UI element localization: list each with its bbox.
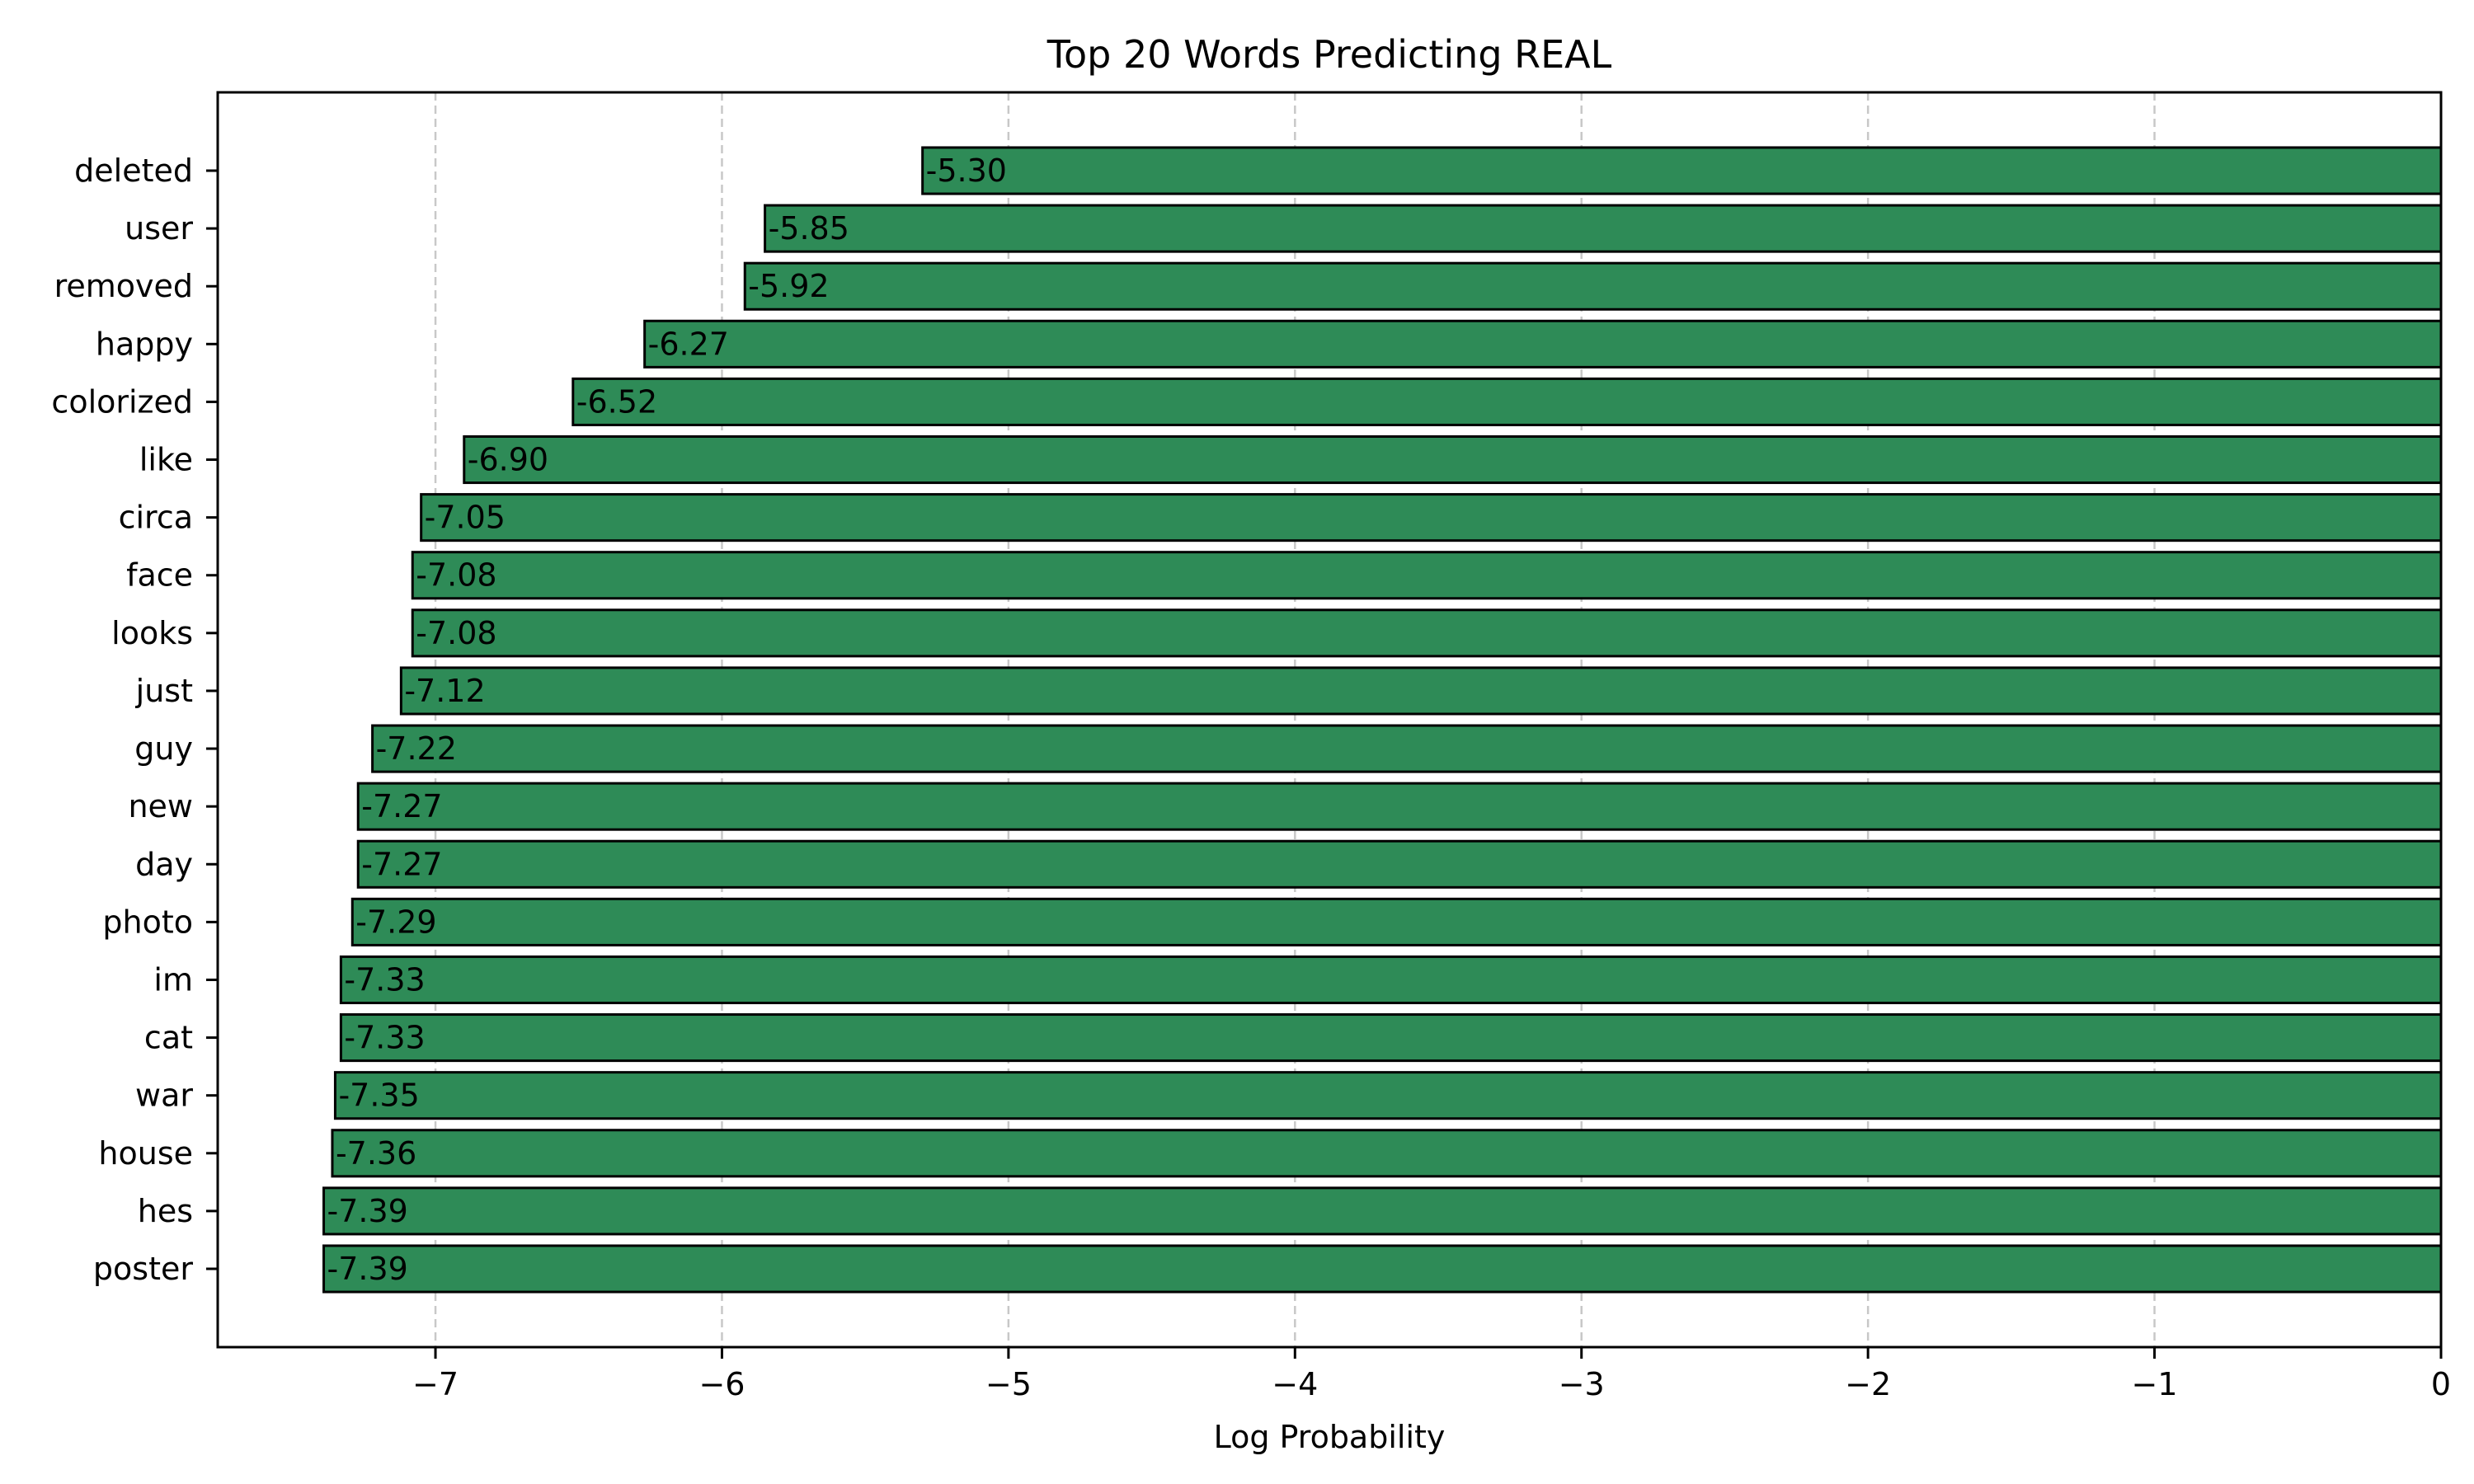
- y-tick-label: removed: [54, 268, 193, 304]
- bar-im: [339, 955, 2443, 1005]
- bar-like: [463, 434, 2443, 485]
- y-tick-label: poster: [93, 1251, 193, 1287]
- x-tick-label: −1: [2132, 1366, 2178, 1402]
- y-tick-label: face: [126, 557, 193, 594]
- y-tick-label: looks: [111, 615, 193, 651]
- bar-deleted: [921, 146, 2443, 195]
- y-tick-label: hes: [138, 1193, 193, 1229]
- bar-looks: [411, 608, 2443, 658]
- bar-value-label: -5.30: [926, 153, 1007, 189]
- x-axis-ticks: −7 −6 −5 −4 −3 −2 −1 0: [412, 1347, 2451, 1402]
- bar-value-label: -7.12: [404, 673, 485, 709]
- y-tick-label: war: [135, 1078, 193, 1114]
- bar-value-label: -5.85: [769, 210, 849, 247]
- y-tick-label: colorized: [51, 383, 193, 420]
- bar-value-label: -7.35: [338, 1078, 419, 1114]
- bar-value-label: -6.52: [576, 383, 657, 420]
- bar-value-label: -7.05: [425, 500, 506, 536]
- x-tick-label: −3: [1559, 1366, 1605, 1402]
- bar-value-label: -7.27: [361, 846, 442, 882]
- bar-value-label: -7.33: [344, 961, 425, 998]
- bars: [322, 146, 2443, 1294]
- bar-guy: [371, 724, 2443, 773]
- y-tick-label: just: [135, 673, 193, 709]
- x-tick-label: −7: [412, 1366, 459, 1402]
- bar-house: [331, 1129, 2443, 1178]
- bar-war: [333, 1071, 2443, 1120]
- chart-title: Top 20 Words Predicting REAL: [1047, 32, 1612, 77]
- bar-face: [411, 551, 2443, 600]
- y-tick-label: deleted: [74, 153, 193, 189]
- bar-value-label: -7.08: [416, 615, 496, 651]
- bar-photo: [350, 897, 2443, 946]
- y-tick-label: circa: [119, 500, 193, 536]
- bar-colorized: [571, 377, 2443, 426]
- x-tick-label: −5: [985, 1366, 1032, 1402]
- plot-frame: [216, 91, 2443, 1349]
- bar-new: [356, 782, 2443, 831]
- bar-user: [764, 204, 2443, 253]
- y-tick-label: house: [98, 1135, 193, 1172]
- bar-value-label: -7.39: [327, 1193, 408, 1229]
- bar-value-label: -6.27: [648, 326, 729, 362]
- x-tick-label: −2: [1845, 1366, 1891, 1402]
- bar-hes: [322, 1186, 2443, 1236]
- x-tick-label: −6: [698, 1366, 745, 1402]
- y-tick-label: im: [153, 961, 193, 998]
- x-axis-label: Log Probability: [1214, 1419, 1446, 1455]
- bar-value-label: -7.27: [361, 788, 442, 824]
- y-tick-label: happy: [96, 326, 193, 362]
- bar-day: [356, 839, 2443, 889]
- y-tick-label: user: [125, 210, 193, 247]
- bar-poster: [322, 1244, 2443, 1294]
- y-tick-label: like: [139, 442, 193, 478]
- bar-value-label: -7.39: [327, 1251, 408, 1287]
- bar-value-label: -7.08: [416, 557, 496, 594]
- bar-value-label: -7.29: [355, 904, 436, 940]
- bar-value-label: -7.33: [344, 1020, 425, 1056]
- bar-happy: [643, 319, 2443, 369]
- y-tick-label: day: [135, 846, 193, 882]
- bar-value-label: -7.36: [336, 1135, 416, 1172]
- bar-removed: [743, 261, 2443, 311]
- bar-just: [399, 666, 2443, 716]
- bar-cat: [339, 1013, 2443, 1063]
- x-tick-label: −4: [1272, 1366, 1318, 1402]
- bar-value-label: -6.90: [468, 442, 548, 478]
- y-tick-label: photo: [102, 904, 193, 940]
- y-tick-label: new: [128, 788, 193, 824]
- bar-value-label: -7.22: [376, 730, 457, 767]
- y-tick-label: cat: [144, 1020, 193, 1056]
- y-tick-label: guy: [134, 730, 193, 767]
- bar-value-labels: -5.30 -5.85 -5.92 -6.27 -6.52 -6.90 -7.05 -7.08…: [327, 153, 1007, 1287]
- bar-circa: [420, 493, 2443, 542]
- bar-value-label: -5.92: [748, 268, 829, 304]
- y-axis-ticks: deleted user removed happy colorized like circ…: [51, 153, 218, 1287]
- x-tick-label: 0: [2431, 1366, 2451, 1402]
